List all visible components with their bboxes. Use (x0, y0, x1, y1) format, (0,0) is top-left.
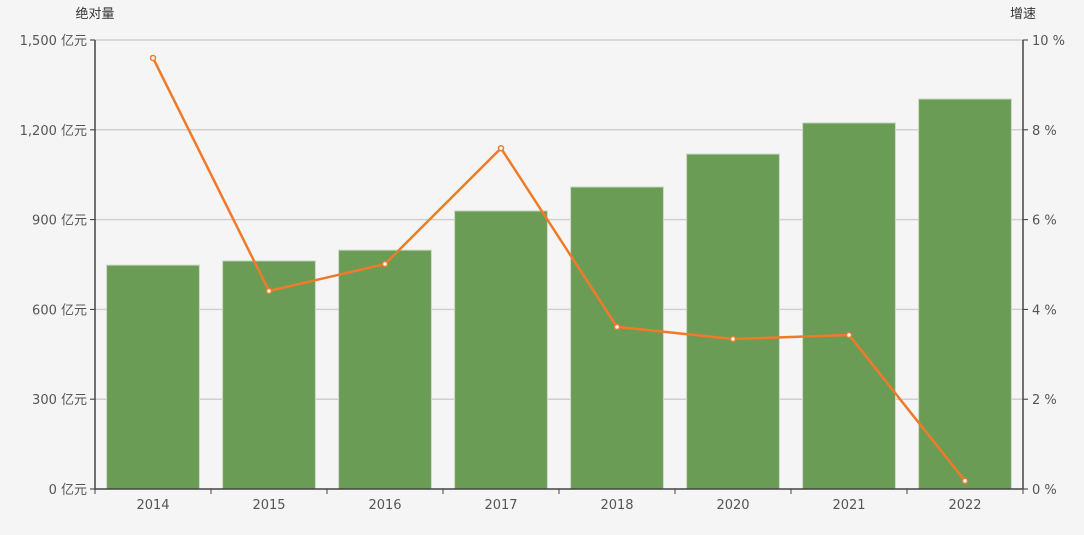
right-tick-label: 6 % (1032, 214, 1057, 229)
x-tick-label: 2021 (832, 498, 865, 513)
left-tick-label: 1,200 亿元 (20, 124, 87, 139)
growth-point-2016[interactable] (381, 260, 389, 268)
bar-2020[interactable] (686, 153, 780, 490)
growth-point-2018[interactable] (613, 323, 621, 331)
bar-series (106, 98, 1012, 490)
right-tick-label: 4 % (1032, 303, 1057, 318)
x-tick-label: 2022 (948, 498, 981, 513)
left-tick-label: 0 亿元 (49, 483, 87, 498)
x-tick-label: 2015 (252, 498, 285, 513)
x-tick-label: 2020 (716, 498, 749, 513)
growth-point-2014[interactable] (149, 54, 157, 62)
left-axis-title: 绝对量 (75, 6, 114, 22)
bar-2022[interactable] (918, 98, 1012, 490)
right-axis-title: 增速 (1010, 7, 1036, 22)
growth-point-2021[interactable] (845, 331, 853, 339)
line-series (149, 54, 969, 485)
left-tick-label: 600 亿元 (32, 303, 87, 318)
right-tick-label: 10 % (1032, 34, 1065, 49)
growth-point-2017[interactable] (497, 144, 505, 152)
x-tick-label: 2016 (368, 498, 401, 513)
left-tick-label: 300 亿元 (32, 393, 87, 408)
bar-2021[interactable] (802, 122, 896, 490)
left-tick-label: 1,500 亿元 (20, 34, 87, 49)
bar-2016[interactable] (338, 249, 432, 490)
growth-line (151, 57, 966, 482)
bar-2018[interactable] (570, 186, 664, 490)
bar-2014[interactable] (106, 264, 200, 490)
right-tick-label: 8 % (1032, 124, 1057, 139)
growth-point-2022[interactable] (961, 477, 969, 485)
x-tick-label: 2018 (600, 498, 633, 513)
bar-2015[interactable] (222, 260, 316, 490)
x-tick-label: 2017 (484, 498, 517, 513)
bar-2017[interactable] (454, 210, 548, 490)
axes: 0 亿元 0 % 300 亿元 2 % 600 亿元 4 % 900 亿元 6 % 1,200 … (20, 34, 1065, 513)
right-tick-label: 2 % (1032, 393, 1057, 408)
growth-point-2015[interactable] (265, 287, 273, 295)
growth-point-2020[interactable] (729, 335, 737, 343)
left-tick-label: 900 亿元 (32, 214, 87, 229)
right-tick-label: 0 % (1032, 483, 1057, 498)
x-tick-label: 2014 (136, 498, 169, 513)
